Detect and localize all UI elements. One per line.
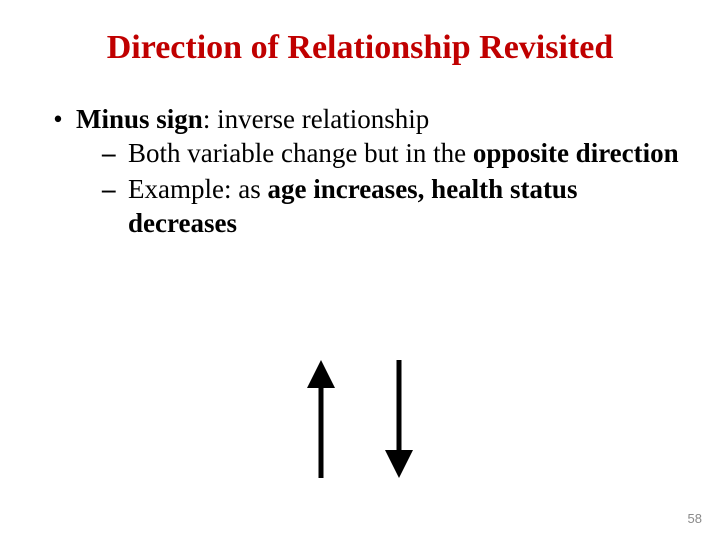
bullet-lvl2: – Both variable change but in the opposi… [102, 137, 680, 171]
bullet-dot: • [40, 103, 76, 135]
text-run: : inverse relationship [203, 104, 429, 134]
text-run: Minus sign [76, 104, 203, 134]
slide-body: • Minus sign: inverse relationship – Bot… [40, 103, 680, 241]
text-run: opposite direction [473, 138, 679, 168]
bullet-lvl2-text: Example: as age increases, health status… [128, 173, 680, 241]
bullet-lvl2: – Example: as age increases, health stat… [102, 173, 680, 241]
arrows-container [0, 360, 720, 478]
arrow-up-icon [306, 360, 336, 478]
arrow-down-icon [384, 360, 414, 478]
slide-title: Direction of Relationship Revisited [40, 28, 680, 67]
bullet-lvl1: • Minus sign: inverse relationship [40, 103, 680, 135]
page-number: 58 [688, 511, 702, 526]
lvl2-wrap: – Both variable change but in the opposi… [40, 137, 680, 240]
text-run: Example: as [128, 174, 267, 204]
slide: Direction of Relationship Revisited • Mi… [0, 0, 720, 540]
bullet-dash: – [102, 173, 128, 207]
text-run: Both variable change but in the [128, 138, 473, 168]
bullet-lvl2-text: Both variable change but in the opposite… [128, 137, 679, 171]
bullet-dash: – [102, 137, 128, 171]
bullet-lvl1-text: Minus sign: inverse relationship [76, 103, 429, 135]
